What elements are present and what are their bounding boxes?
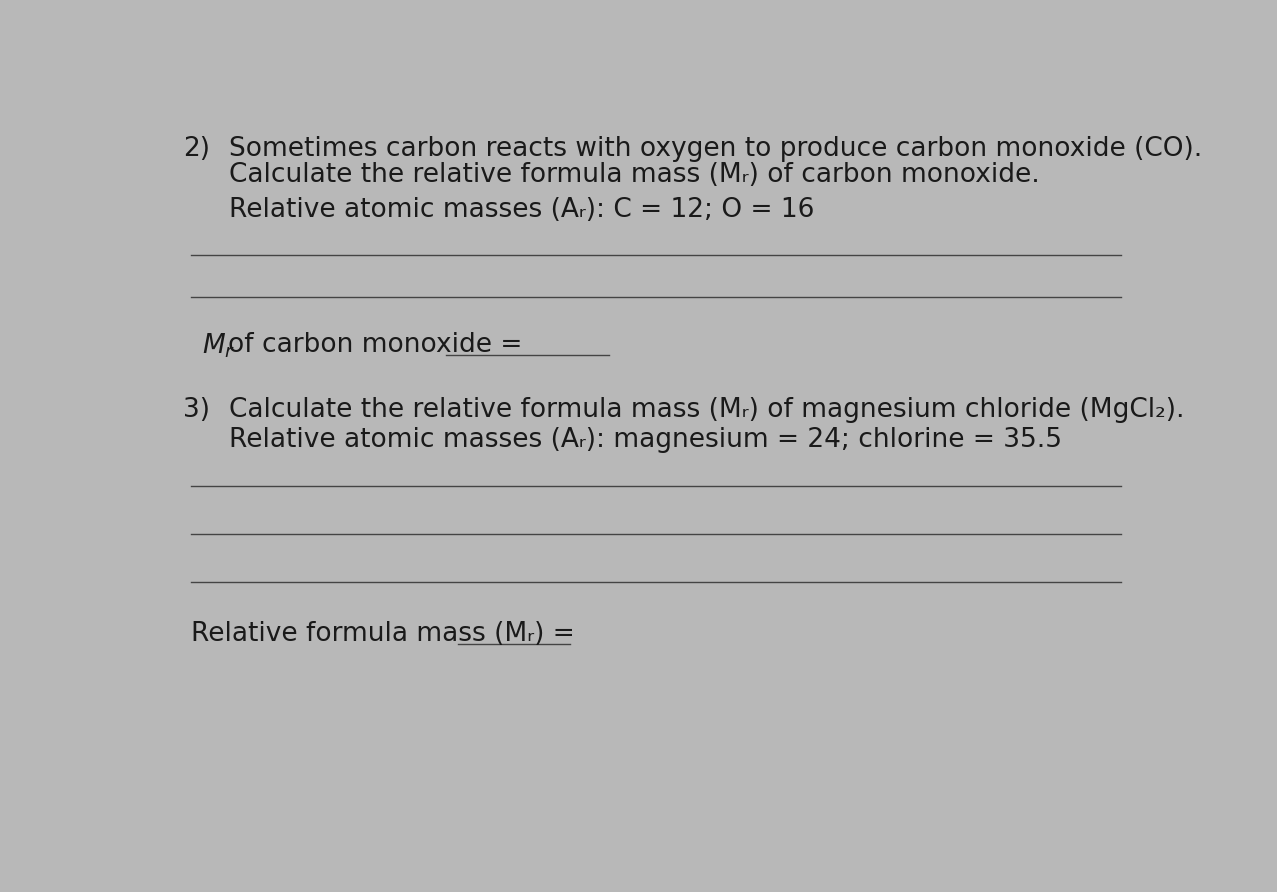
Text: $\it{M_r}$: $\it{M_r}$: [202, 332, 235, 360]
Text: Calculate the relative formula mass (Mᵣ) of carbon monoxide.: Calculate the relative formula mass (Mᵣ)…: [230, 162, 1041, 188]
Text: 2): 2): [183, 136, 209, 161]
Text: Sometimes carbon reacts with oxygen to produce carbon monoxide (CO).: Sometimes carbon reacts with oxygen to p…: [230, 136, 1203, 161]
Text: Relative formula mass (Mᵣ) =: Relative formula mass (Mᵣ) =: [190, 621, 582, 647]
Text: Relative atomic masses (Aᵣ): magnesium = 24; chlorine = 35.5: Relative atomic masses (Aᵣ): magnesium =…: [230, 426, 1062, 452]
Text: of carbon monoxide =: of carbon monoxide =: [227, 332, 530, 358]
Text: Relative atomic masses (Aᵣ): C = 12; O = 16: Relative atomic masses (Aᵣ): C = 12; O =…: [230, 197, 815, 223]
Text: 3): 3): [183, 397, 209, 424]
Text: Calculate the relative formula mass (Mᵣ) of magnesium chloride (MgCl₂).: Calculate the relative formula mass (Mᵣ)…: [230, 397, 1185, 424]
